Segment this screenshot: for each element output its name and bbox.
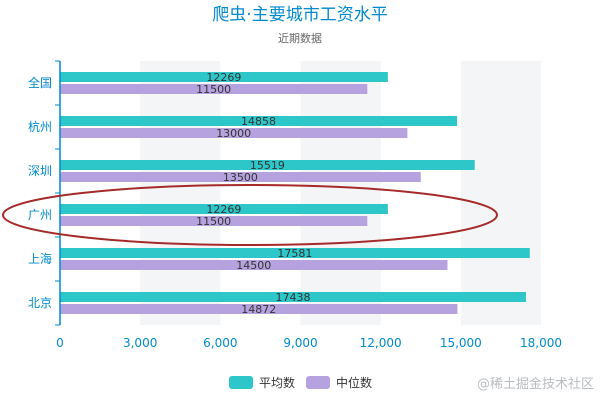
data-label: 11500 [196, 83, 231, 96]
watermark: @稀土掘金技术社区 [476, 377, 594, 392]
category-label: 广州 [28, 208, 52, 222]
chart-title: 爬虫·主要城市工资水平 [212, 5, 387, 25]
data-label: 15519 [250, 159, 285, 172]
category-labels-layer: 北京 上海 广州 深圳 杭州 全国 [28, 75, 52, 310]
data-label: 13000 [216, 127, 251, 140]
bars-layer [60, 72, 530, 314]
axes-layer [55, 60, 61, 326]
category-label: 杭州 [28, 119, 52, 134]
data-label: 11500 [196, 215, 231, 228]
bar [60, 128, 408, 138]
bar [60, 304, 458, 314]
tick-labels-layer: 0 3,000 6,000 9,000 12,000 15,000 18,000 [56, 336, 562, 350]
data-label: 13500 [223, 171, 258, 184]
bar [60, 216, 368, 226]
x-tick-label: 15,000 [440, 336, 482, 350]
x-tick-label: 18,000 [520, 336, 562, 350]
data-label: 17438 [275, 291, 310, 304]
bar [60, 72, 388, 82]
bar [60, 204, 388, 214]
data-label: 17581 [277, 247, 312, 260]
background-band [300, 61, 381, 325]
legend-swatch [229, 376, 253, 389]
highlight-layer [2, 184, 498, 246]
legend-label: 平均数 [259, 375, 295, 390]
bar [60, 84, 368, 94]
bar [60, 248, 530, 258]
data-label: 12269 [206, 71, 241, 84]
chart-subtitle: 近期数据 [278, 31, 322, 45]
bar [60, 160, 475, 170]
x-tick-label: 0 [56, 336, 64, 350]
bar [60, 260, 448, 270]
legend-swatch [306, 376, 330, 389]
background-band [140, 61, 221, 325]
bar [60, 172, 421, 182]
x-tick-label: 9,000 [283, 336, 317, 350]
x-tick-label: 12,000 [360, 336, 402, 350]
legend-label: 中位数 [336, 375, 372, 390]
category-label: 全国 [28, 75, 52, 90]
category-label: 北京 [28, 296, 52, 310]
bar [60, 292, 526, 302]
data-labels-layer: 1743814872175811450012269115001551913500… [196, 71, 312, 316]
data-label: 14858 [241, 115, 276, 128]
category-label: 上海 [28, 251, 52, 266]
x-tick-label: 6,000 [203, 336, 237, 350]
data-label: 14500 [236, 259, 271, 272]
background-band [460, 61, 541, 325]
legend[interactable]: 平均数 中位数 [229, 375, 372, 390]
bar [60, 116, 458, 126]
highlight-ellipse [2, 184, 498, 246]
data-label: 14872 [241, 303, 276, 316]
background-bands [140, 61, 541, 325]
data-label: 12269 [206, 203, 241, 216]
x-tick-label: 3,000 [123, 336, 157, 350]
category-label: 深圳 [28, 164, 52, 178]
